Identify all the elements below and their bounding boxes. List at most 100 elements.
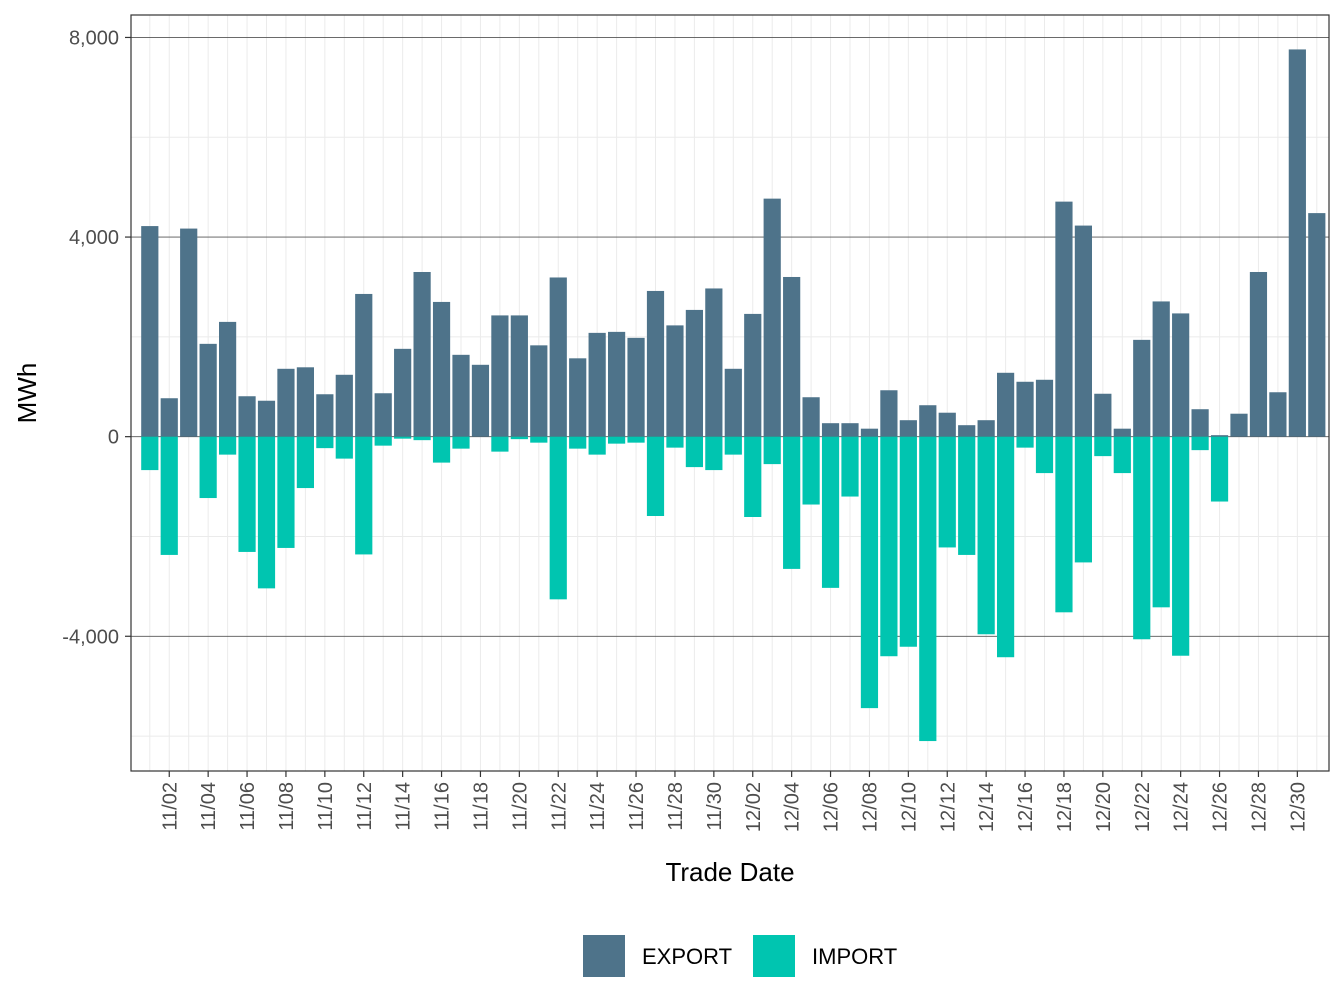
- bar-import-11-02: [160, 436, 178, 555]
- x-tick-label: 11/22: [548, 782, 570, 831]
- bar-export-11-06: [238, 396, 256, 437]
- bar-export-11-07: [257, 400, 276, 437]
- bar-export-12-17: [1035, 379, 1054, 437]
- x-tick-label: 12/16: [1015, 782, 1037, 832]
- bar-import-12-07: [841, 436, 859, 497]
- bar-import-12-21: [1113, 436, 1131, 474]
- x-tick-label: 11/10: [315, 782, 337, 831]
- bar-import-12-09: [880, 436, 898, 657]
- bar-export-12-09: [880, 390, 898, 437]
- bar-import-11-04: [199, 436, 217, 499]
- bar-export-12-11: [919, 405, 937, 437]
- legend-label-import: IMPORT: [812, 944, 897, 969]
- x-tick-label: 11/02: [159, 782, 181, 831]
- bar-export-11-19: [491, 315, 509, 437]
- bar-import-12-15: [997, 436, 1015, 658]
- bar-import-11-08: [277, 436, 295, 548]
- bar-export-11-20: [510, 315, 528, 437]
- plot-border: [130, 14, 1330, 772]
- x-axis-title: Trade Date: [665, 857, 794, 887]
- bar-import-11-14: [394, 436, 412, 439]
- bar-export-11-28: [666, 325, 684, 437]
- x-tick-label: 12/14: [976, 782, 998, 832]
- x-tick-label: 11/20: [509, 782, 531, 831]
- y-tick-label: 4,000: [69, 227, 119, 249]
- x-tick-label: 11/08: [276, 782, 298, 831]
- bar-import-12-05: [802, 436, 820, 505]
- x-tick-label: 11/16: [432, 782, 454, 831]
- bar-import-12-02: [744, 436, 762, 518]
- x-tick-label: 12/06: [821, 782, 843, 832]
- bar-import-11-25: [608, 436, 626, 444]
- bar-export-12-29: [1269, 392, 1287, 437]
- bar-export-12-12: [938, 412, 956, 437]
- x-tick-label: 11/12: [354, 782, 376, 831]
- bar-import-12-23: [1152, 436, 1170, 608]
- bar-import-12-06: [821, 436, 840, 588]
- bar-export-12-24: [1172, 313, 1190, 437]
- y-tick-label: 8,000: [69, 27, 119, 49]
- bar-import-11-21: [530, 436, 548, 443]
- bar-export-11-29: [685, 309, 703, 437]
- x-tick-label: 11/06: [237, 782, 259, 831]
- bar-import-12-01: [724, 436, 742, 455]
- bar-export-12-27: [1230, 413, 1248, 437]
- bar-export-11-12: [355, 293, 373, 437]
- bar-export-12-15: [997, 372, 1015, 437]
- bar-export-11-25: [608, 331, 626, 437]
- bars: [141, 49, 1326, 742]
- bar-import-12-26: [1210, 436, 1229, 502]
- x-tick-label: 11/26: [626, 782, 648, 831]
- x-tick-label: 12/28: [1248, 782, 1270, 832]
- bar-import-12-19: [1074, 436, 1092, 563]
- bar-import-11-15: [413, 436, 431, 441]
- bar-import-11-20: [510, 436, 528, 440]
- x-tick-label: 11/24: [587, 782, 609, 831]
- x-tick-label: 12/18: [1054, 782, 1076, 832]
- bar-import-12-18: [1055, 436, 1073, 613]
- bar-import-11-01: [141, 436, 159, 471]
- bar-import-11-07: [257, 436, 276, 589]
- bar-export-11-04: [199, 343, 217, 437]
- y-axis-title: MWh: [12, 363, 42, 424]
- x-tick-label: 12/24: [1171, 782, 1193, 832]
- bar-export-12-10: [899, 420, 917, 437]
- x-tick-label: 12/26: [1210, 782, 1232, 832]
- y-axis: -4,000 0 4,000 8,000: [62, 27, 131, 648]
- bar-import-11-13: [374, 436, 392, 446]
- bar-export-12-26: [1210, 435, 1229, 437]
- bar-export-11-27: [646, 290, 665, 437]
- bar-export-12-28: [1249, 271, 1268, 437]
- bar-export-12-08: [860, 428, 879, 437]
- bar-export-11-16: [432, 301, 451, 437]
- bar-export-11-18: [471, 364, 490, 437]
- x-axis: 11/02 11/04 11/06 11/08 11/10 11/12 11/14 11/16…: [159, 771, 1309, 832]
- bar-export-11-03: [180, 228, 198, 437]
- bar-export-11-09: [296, 367, 314, 437]
- bar-export-11-08: [277, 368, 295, 437]
- bar-import-11-17: [452, 436, 470, 449]
- legend-swatch-import: [753, 935, 795, 977]
- bar-export-12-13: [958, 425, 976, 437]
- bar-export-11-17: [452, 354, 470, 437]
- bar-export-12-07: [841, 423, 859, 437]
- bar-import-11-28: [666, 436, 684, 448]
- bar-import-12-14: [977, 436, 995, 635]
- bar-export-12-14: [977, 420, 995, 437]
- bar-export-12-22: [1133, 339, 1151, 437]
- bar-import-11-22: [549, 436, 567, 600]
- bar-export-12-16: [1016, 381, 1034, 437]
- x-tick-label: 12/12: [937, 782, 959, 832]
- bar-export-11-14: [394, 348, 412, 437]
- bar-import-11-10: [316, 436, 334, 449]
- bar-import-12-08: [860, 436, 879, 709]
- bar-export-12-06: [821, 423, 840, 437]
- x-tick-label: 11/30: [704, 782, 726, 831]
- bar-import-12-11: [919, 436, 937, 742]
- bar-export-11-26: [627, 337, 645, 437]
- bar-export-11-01: [141, 226, 159, 437]
- bar-import-12-22: [1133, 436, 1151, 640]
- bar-import-12-12: [938, 436, 956, 548]
- bar-export-11-11: [335, 374, 353, 437]
- bar-export-11-23: [569, 358, 587, 437]
